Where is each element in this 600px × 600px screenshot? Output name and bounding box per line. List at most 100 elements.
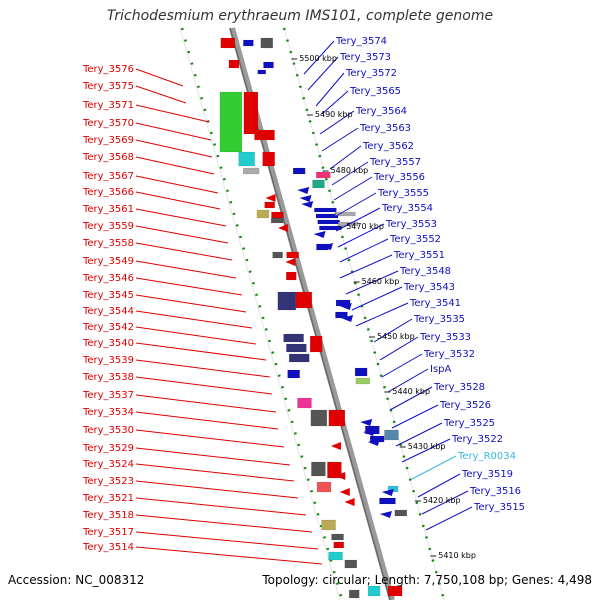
gene-feature xyxy=(328,409,346,427)
label-line-left xyxy=(135,208,227,227)
label-line-right xyxy=(329,145,362,170)
gene-feature xyxy=(309,335,323,353)
gene-label-left: Tery_3570 xyxy=(82,118,134,129)
label-line-right xyxy=(315,72,345,107)
label-line-left xyxy=(135,191,221,210)
gene-feature xyxy=(287,369,300,379)
backbone-line xyxy=(229,27,395,600)
scale-label: 5420 kbp xyxy=(423,496,461,505)
reverse-arrow xyxy=(301,201,314,208)
gene-label-right: Tery_3515 xyxy=(473,502,525,513)
gene-label-left: Tery_3576 xyxy=(82,64,134,75)
label-line-left xyxy=(135,175,219,194)
label-line-right xyxy=(395,422,443,447)
label-line-right xyxy=(411,455,457,480)
gene-label-left: Tery_3530 xyxy=(82,425,134,436)
forward-arrow xyxy=(335,472,346,480)
gene-label-left: Tery_3575 xyxy=(82,81,134,92)
gene-feature xyxy=(314,207,337,213)
gene-label-left: Tery_3529 xyxy=(82,443,134,454)
label-line-left xyxy=(135,156,215,175)
label-line-right xyxy=(425,506,473,531)
scale-label: 5500 kbp xyxy=(299,54,337,63)
gene-label-left: Tery_3524 xyxy=(82,459,134,470)
gene-label-right: Tery_3526 xyxy=(439,400,491,411)
label-line-left xyxy=(135,411,279,430)
gene-label-left: Tery_3568 xyxy=(82,152,134,163)
gene-label-left: Tery_3571 xyxy=(82,100,134,111)
gene-label-right: Tery_3548 xyxy=(399,266,451,277)
label-line-left xyxy=(135,225,229,244)
reverse-arrow xyxy=(313,231,326,238)
gene-label-left: Tery_3514 xyxy=(82,542,134,553)
label-line-right xyxy=(303,40,335,75)
gene-feature xyxy=(321,519,336,531)
gene-label-right: Tery_3516 xyxy=(469,486,521,497)
label-line-left xyxy=(135,139,213,158)
feature-layer xyxy=(219,37,408,599)
forward-arrow xyxy=(344,498,355,506)
gene-label-left: Tery_3539 xyxy=(82,355,134,366)
gene-label-left: Tery_3549 xyxy=(82,256,134,267)
label-line-right xyxy=(373,318,413,343)
gene-label-right: Tery_3574 xyxy=(335,36,387,47)
scale-label: 5490 kbp xyxy=(315,110,353,119)
gene-feature xyxy=(348,589,360,599)
label-line-left xyxy=(135,480,299,499)
label-line-left xyxy=(135,310,253,329)
gene-feature xyxy=(264,201,275,209)
label-line-right xyxy=(391,404,439,429)
label-line-left xyxy=(135,294,247,313)
label-line-left xyxy=(135,85,187,104)
reverse-arrow xyxy=(297,187,310,194)
gene-feature xyxy=(394,509,408,517)
gene-label-left: Tery_3559 xyxy=(82,221,134,232)
gene-feature xyxy=(328,551,343,561)
label-line-right xyxy=(401,438,451,463)
gene-feature xyxy=(270,217,284,224)
gene-label-left: Tery_3569 xyxy=(82,135,134,146)
label-line-right xyxy=(417,473,461,498)
gene-label-right: Tery_3522 xyxy=(451,434,503,445)
gene-labels: Tery_3576 Tery_3575 Tery_3571 Tery_3570 Tery… xyxy=(82,36,525,553)
label-line-right xyxy=(351,286,403,311)
gene-label-right: Tery_3551 xyxy=(393,250,445,261)
label-line-right xyxy=(339,254,393,279)
gene-feature xyxy=(297,397,312,409)
gene-feature xyxy=(316,481,332,493)
gene-label-right: Tery_3557 xyxy=(369,157,421,168)
genome-title: Trichodesmium erythraeum IMS101, complet… xyxy=(106,8,494,24)
gene-label-left: Tery_3544 xyxy=(82,306,134,317)
gene-label-right: Tery_3556 xyxy=(373,172,425,183)
gene-feature xyxy=(354,367,368,377)
gene-feature xyxy=(254,129,275,141)
gene-label-right: Tery_3528 xyxy=(433,382,485,393)
forward-arrow xyxy=(265,194,276,202)
label-line-right xyxy=(381,353,423,378)
scale-label: 5430 kbp xyxy=(408,442,446,451)
label-line-left xyxy=(135,359,271,378)
label-line-left xyxy=(135,447,291,466)
gene-feature xyxy=(271,211,284,219)
forward-arrow xyxy=(285,258,296,266)
gene-feature xyxy=(333,541,345,549)
label-line-left xyxy=(135,326,257,345)
gene-feature xyxy=(286,271,297,281)
gene-feature xyxy=(338,221,359,227)
gene-feature xyxy=(260,37,274,49)
gene-feature xyxy=(312,179,325,189)
label-line-right xyxy=(321,90,349,115)
gene-label-left: Tery_3523 xyxy=(82,476,134,487)
label-line-right xyxy=(333,176,373,201)
label-line-left xyxy=(135,122,212,141)
gene-feature xyxy=(288,353,310,363)
gene-label-right: Tery_3572 xyxy=(345,68,397,79)
label-line-right xyxy=(321,127,359,152)
forward-arrow xyxy=(339,488,350,496)
gene-feature xyxy=(283,333,304,343)
gene-label-left: Tery_3534 xyxy=(82,407,134,418)
gene-label-right: Tery_3519 xyxy=(461,469,513,480)
gene-label-right: Tery_3573 xyxy=(339,52,391,63)
label-line-right xyxy=(337,223,385,248)
